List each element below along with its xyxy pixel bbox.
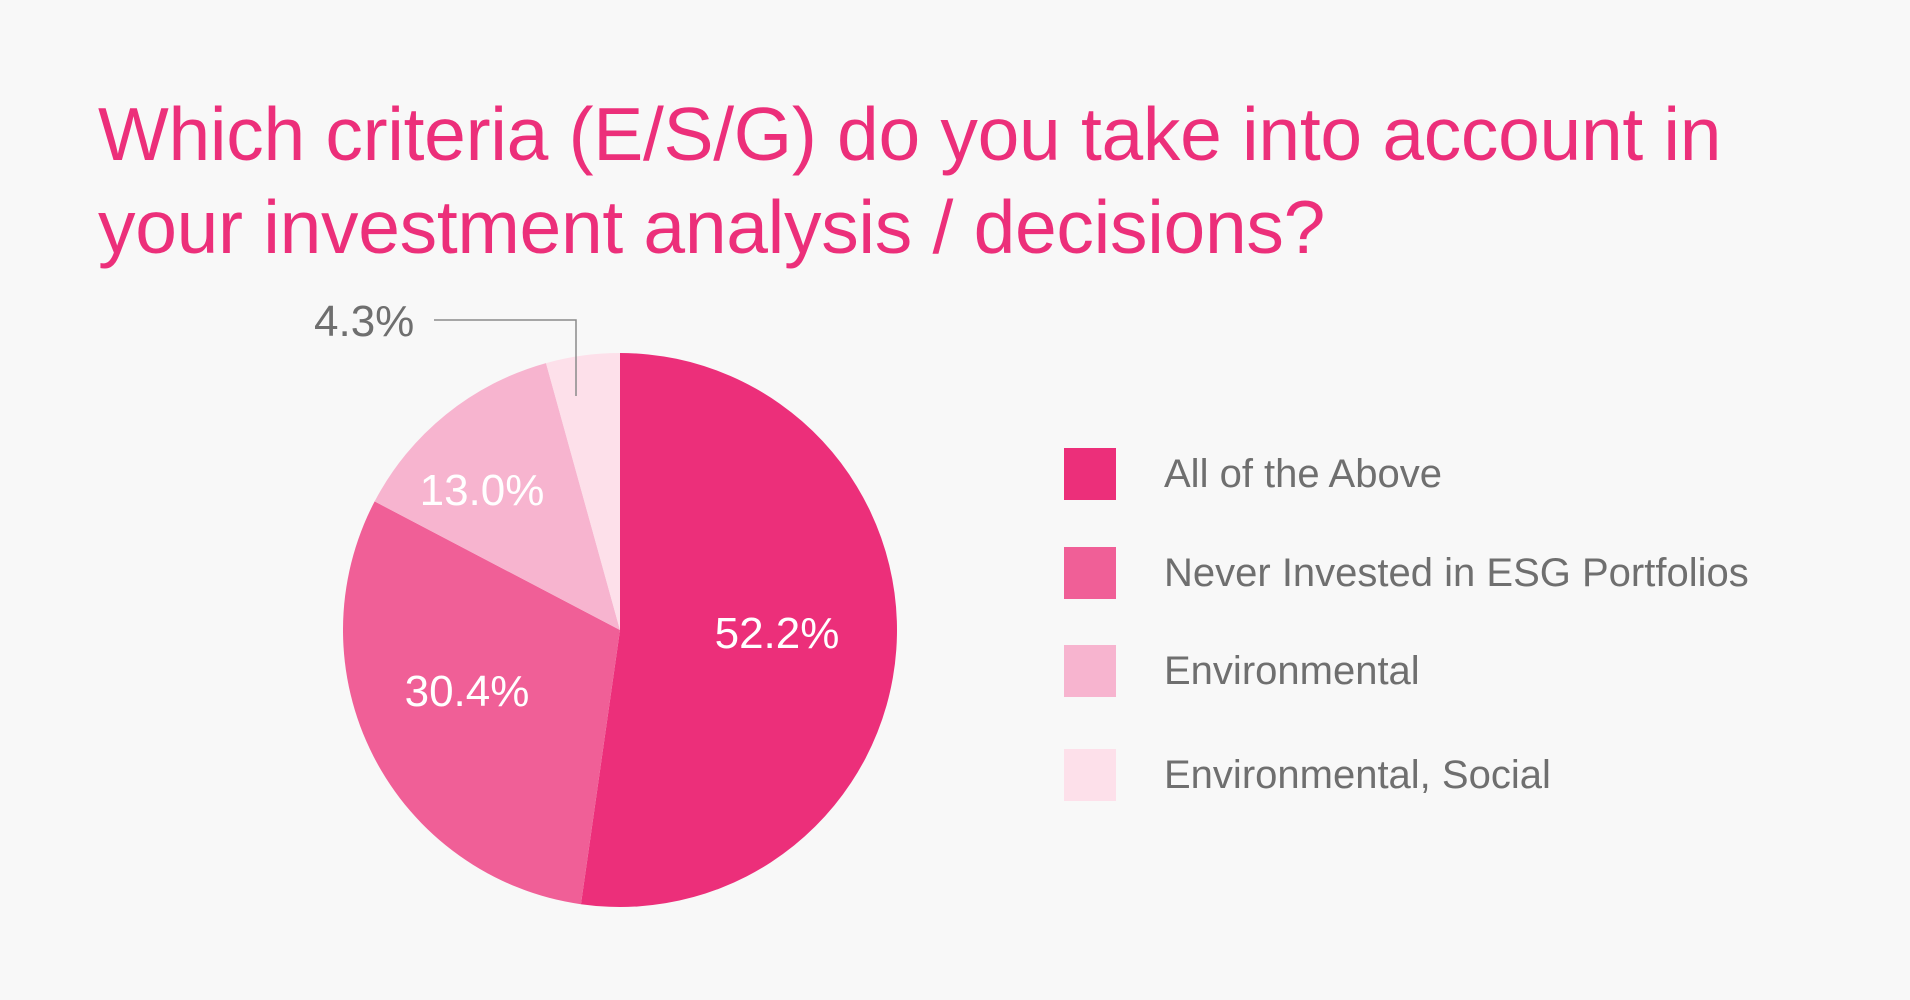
pie-slice-never-invested [343,501,620,905]
chart-title-line-1: Which criteria (E/S/G) do you take into … [98,92,1722,176]
legend-label-never-invested: Never Invested in ESG Portfolios [1164,551,1749,595]
pie-slice-environmental [374,363,620,630]
data-label-environmental: 13.0% [420,466,545,515]
pie-slice-environmental-social [545,353,620,630]
data-label-all-of-the-above: 52.2% [715,609,840,658]
callout-line-environmental-social [434,319,577,396]
legend-label-all-of-the-above: All of the Above [1164,452,1442,496]
legend-label-environmental-social: Environmental, Social [1164,753,1551,797]
legend-swatch-all-of-the-above [1064,448,1116,500]
data-label-never-invested: 30.4% [405,667,530,716]
legend-swatch-environmental [1064,645,1116,697]
legend-label-environmental: Environmental [1164,649,1420,693]
legend-swatch-never-invested [1064,547,1116,599]
legend-swatch-environmental-social [1064,749,1116,801]
chart-title: Which criteria (E/S/G) do you take into … [98,88,1798,274]
data-label-environmental-social: 4.3% [314,297,414,346]
pie-slice-all-of-the-above [580,353,898,907]
chart-title-line-2: your investment analysis / decisions? [98,185,1325,269]
